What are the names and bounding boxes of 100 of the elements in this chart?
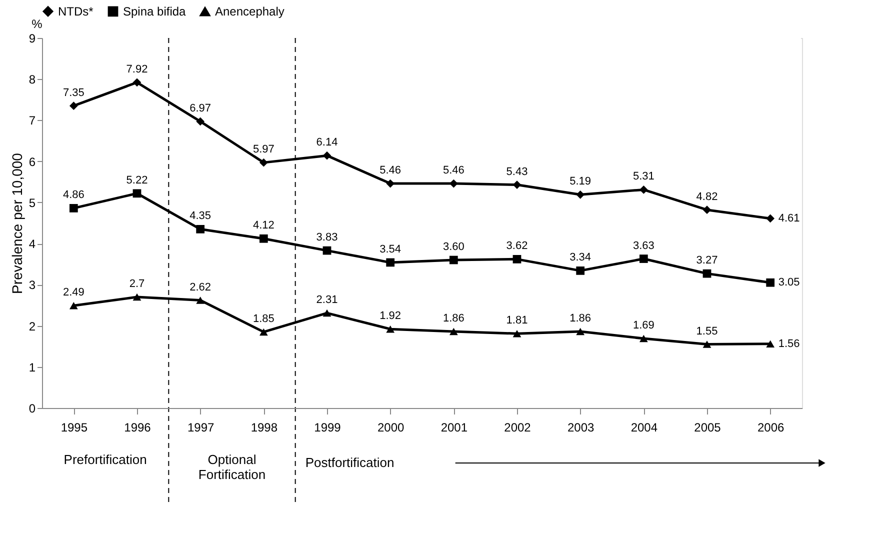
y-tick-label: 3 bbox=[28, 278, 36, 292]
point bbox=[512, 254, 522, 264]
y-tick-label: 0 bbox=[28, 402, 36, 416]
point bbox=[132, 293, 142, 301]
band-label: Optional Fortification bbox=[198, 452, 266, 482]
y-tick-label: 2 bbox=[28, 319, 36, 334]
data-label: 2.62 bbox=[190, 281, 212, 294]
data-label: 7.92 bbox=[126, 63, 148, 76]
data-label: 1.56 bbox=[778, 338, 800, 350]
y-tick-label: 1 bbox=[28, 360, 36, 374]
data-label: 7.35 bbox=[62, 86, 84, 99]
point bbox=[639, 186, 648, 194]
data-label: 6.97 bbox=[190, 102, 212, 114]
data-label: 4.35 bbox=[190, 210, 212, 222]
x-tick-label: 1997 bbox=[187, 420, 215, 434]
y-axis-title: Prevalence per 10,000 bbox=[8, 152, 25, 294]
y-tick-label: 5 bbox=[28, 196, 36, 210]
y-tick-label: 4 bbox=[28, 237, 36, 252]
data-label: 5.22 bbox=[126, 174, 148, 186]
point bbox=[132, 189, 142, 198]
data-label: 3.63 bbox=[632, 240, 654, 252]
point bbox=[259, 158, 268, 167]
point bbox=[132, 78, 142, 87]
x-tick-label: 1996 bbox=[124, 420, 152, 434]
point bbox=[322, 246, 332, 255]
point bbox=[576, 266, 585, 275]
point bbox=[196, 296, 205, 304]
data-label: 3.60 bbox=[442, 241, 464, 253]
legend-label: Anencephaly bbox=[215, 4, 284, 19]
x-tick-label: 2002 bbox=[504, 420, 532, 434]
point bbox=[766, 214, 775, 223]
data-label: 3.27 bbox=[696, 254, 718, 267]
point bbox=[322, 309, 332, 317]
point bbox=[512, 330, 522, 338]
data-label: 5.46 bbox=[380, 164, 402, 177]
data-label: 3.54 bbox=[380, 243, 402, 256]
data-label: 5.46 bbox=[442, 164, 464, 177]
point bbox=[69, 102, 78, 110]
data-label: 1.86 bbox=[442, 312, 464, 325]
data-label: 5.31 bbox=[632, 170, 654, 183]
point bbox=[702, 206, 712, 214]
point bbox=[259, 328, 268, 336]
point bbox=[69, 302, 78, 310]
point bbox=[576, 190, 585, 199]
x-tick-label: 2001 bbox=[440, 420, 468, 434]
band-label: Postfortification bbox=[305, 455, 394, 470]
data-label: 5.19 bbox=[570, 176, 592, 188]
data-label: 3.05 bbox=[778, 276, 800, 289]
point bbox=[449, 328, 458, 336]
band-label: Prefortification bbox=[64, 452, 147, 467]
point bbox=[386, 325, 395, 333]
data-label: 5.43 bbox=[506, 166, 528, 178]
point bbox=[639, 254, 648, 263]
data-label: 5.97 bbox=[252, 144, 274, 156]
point bbox=[766, 340, 775, 348]
data-label: 4.82 bbox=[696, 190, 718, 203]
legend-label: NTDs* bbox=[58, 4, 94, 18]
data-label: 2.49 bbox=[62, 286, 84, 299]
data-label: 4.12 bbox=[252, 220, 274, 232]
point bbox=[639, 334, 648, 342]
data-label: 1.92 bbox=[380, 310, 402, 322]
y-tick-label: 8 bbox=[28, 72, 36, 87]
legend-label: Spina bifida bbox=[123, 4, 186, 18]
point bbox=[196, 117, 205, 126]
data-label: 2.7 bbox=[129, 278, 145, 290]
point bbox=[69, 204, 78, 212]
data-label: 1.55 bbox=[696, 325, 718, 338]
data-label: 1.86 bbox=[570, 312, 592, 325]
point bbox=[512, 180, 522, 189]
data-label: 2.31 bbox=[316, 294, 338, 306]
data-label: 1.85 bbox=[252, 312, 274, 325]
data-label: 1.69 bbox=[632, 320, 654, 332]
x-tick-label: 2005 bbox=[694, 420, 722, 434]
point bbox=[702, 269, 712, 278]
point bbox=[386, 258, 395, 267]
point bbox=[576, 328, 585, 336]
data-label: 4.86 bbox=[62, 189, 84, 202]
point bbox=[449, 256, 458, 264]
x-tick-label: 2003 bbox=[567, 420, 595, 434]
point bbox=[766, 278, 775, 287]
x-tick-label: 1998 bbox=[250, 420, 278, 434]
x-tick-label: 1999 bbox=[314, 420, 342, 434]
x-tick-label: 1995 bbox=[60, 420, 88, 434]
x-tick-label: 2000 bbox=[377, 420, 405, 434]
y-tick-label: 7 bbox=[28, 114, 36, 128]
x-tick-label: 2006 bbox=[757, 420, 785, 434]
x-tick-label: 2004 bbox=[630, 420, 658, 434]
y-tick-label: 9 bbox=[28, 32, 36, 46]
data-label: 3.83 bbox=[316, 232, 338, 244]
point bbox=[322, 151, 332, 160]
point bbox=[259, 234, 268, 243]
data-label: 6.14 bbox=[316, 136, 338, 149]
data-label: 1.81 bbox=[506, 314, 528, 327]
text: % bbox=[32, 17, 43, 31]
y-tick-label: 6 bbox=[28, 154, 36, 169]
point bbox=[196, 224, 205, 234]
data-label: 4.61 bbox=[778, 212, 800, 224]
data-label: 3.34 bbox=[570, 252, 592, 264]
data-label: 3.62 bbox=[506, 240, 528, 252]
point bbox=[702, 340, 712, 348]
